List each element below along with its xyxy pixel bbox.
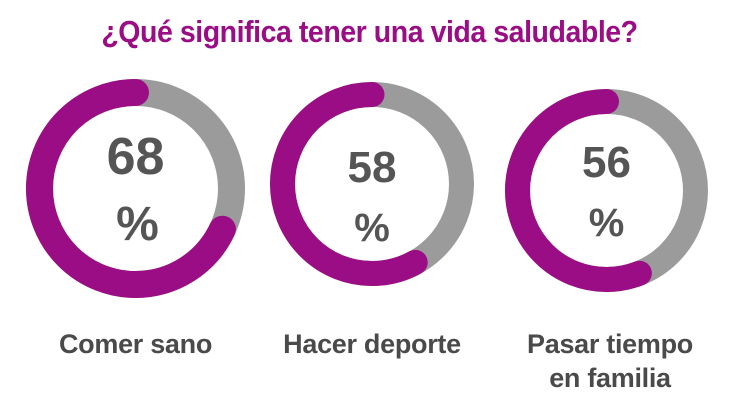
category-label-comer-sano: Comer sano — [26, 327, 245, 361]
category-label-line: Pasar tiempo — [527, 329, 693, 359]
donut-value-arc — [26, 79, 245, 298]
value-number: 56 — [582, 138, 631, 187]
donut-ring — [270, 82, 474, 286]
donut-chart-comer-sano: 68 % — [26, 79, 245, 298]
donut-value-arc — [270, 82, 474, 286]
chart-title: ¿Qué significa tener una vida saludable? — [101, 14, 638, 49]
category-label-line: Hacer deporte — [283, 329, 461, 359]
category-label-line: en familia — [549, 363, 671, 393]
donut-chart-hacer-deporte: 58 % — [270, 82, 474, 286]
donut-chart-pasar-tiempo-en-familia: 56 % — [505, 89, 708, 292]
donut-ring — [26, 79, 245, 298]
value-percent-sign: % — [354, 206, 390, 250]
donut-value-arc — [505, 89, 708, 292]
value-percent-sign: % — [116, 198, 159, 251]
donut-ring — [505, 89, 708, 292]
value-percent-sign: % — [588, 201, 625, 245]
category-label-line: Comer sano — [58, 329, 213, 359]
value-number: 58 — [347, 143, 397, 192]
category-label-pasar-tiempo-en-familia: Pasar tiempo en familia — [505, 327, 715, 395]
category-label-hacer-deporte: Hacer deporte — [262, 327, 482, 361]
value-number: 68 — [106, 128, 165, 186]
